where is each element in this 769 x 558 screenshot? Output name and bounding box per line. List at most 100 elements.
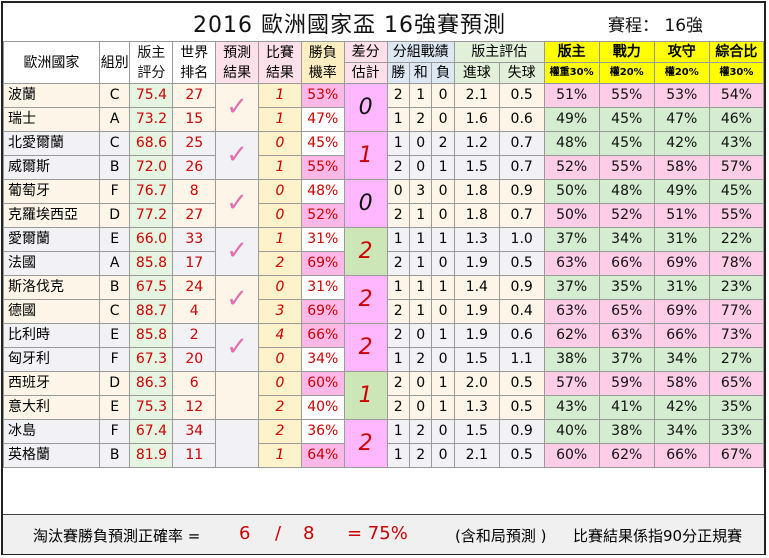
- probability-value: 66%: [300, 323, 345, 348]
- world-rank: 17: [172, 251, 217, 276]
- table-row: 匈牙利 F 67.3 20 0 34% 1 2 0 1.5 1.1 38% 37% 34% 27%: [3, 347, 765, 372]
- country-name: 葡萄牙: [3, 179, 100, 204]
- score-value: 86.3: [129, 371, 174, 396]
- pct-p3: 47%: [653, 107, 710, 132]
- group-letter: D: [98, 371, 131, 396]
- losses: 0: [431, 83, 455, 108]
- probability-value: 60%: [300, 371, 345, 396]
- goals-against: 1.0: [498, 227, 545, 252]
- weight-label: 權重30%: [549, 67, 594, 78]
- goals-against: 0.5: [498, 395, 545, 420]
- prediction-table: 歐洲國家 組別 版主評分 世界排名 預測結果 比賽結果 勝負機率 差分 分組戰績…: [3, 41, 765, 468]
- table-row: 波蘭 C 75.4 27 ✓ 1 53% 0 2 1 0 2.1 0.5 51% 55% 53% 54%: [3, 83, 765, 132]
- pct-p1: 57%: [543, 371, 600, 396]
- result-value: 1: [258, 83, 302, 108]
- table-row: 比利時 E 85.8 2 ✓ 4 66% 2 2 0 1 1.9 0.6 62% 63% 66% 73%: [3, 323, 765, 372]
- result-value: 2: [258, 251, 302, 276]
- goals-against: 0.7: [498, 203, 545, 228]
- losses: 1: [431, 323, 455, 348]
- world-rank: 26: [172, 155, 217, 180]
- score-value: 75.4: [129, 83, 174, 108]
- world-rank: 15: [172, 107, 217, 132]
- title-bar: 2016 歐洲國家盃 16強賽預測 賽程： 16強: [3, 3, 764, 42]
- score-value: 77.2: [129, 203, 174, 228]
- pct-p1: 37%: [543, 275, 600, 300]
- pct-p4: 27%: [708, 347, 765, 372]
- stage-label: 賽程： 16強: [608, 16, 704, 36]
- group-letter: C: [98, 83, 131, 108]
- probability-value: 48%: [300, 179, 345, 204]
- probability-value: 55%: [300, 155, 345, 180]
- draws: 2: [408, 107, 433, 132]
- goals-against: 0.5: [498, 443, 545, 468]
- losses: 0: [431, 251, 455, 276]
- goals-against: 0.6: [498, 323, 545, 348]
- group-letter: B: [98, 443, 131, 468]
- result-value: 0: [258, 371, 302, 396]
- table-row: 西班牙 D 86.3 6 0 60% 1 2 0 1 2.0 0.5 57% 59% 58% 65%: [3, 371, 765, 420]
- draws: 0: [408, 371, 433, 396]
- pct-p1: 50%: [543, 179, 600, 204]
- pct-p2: 45%: [598, 131, 655, 156]
- wins: 0: [386, 179, 410, 204]
- goals-for: 1.3: [453, 227, 500, 252]
- losses: 1: [431, 395, 455, 420]
- country-name: 比利時: [3, 323, 100, 348]
- header-goals-against: 失球: [498, 62, 545, 84]
- draws: 1: [408, 227, 433, 252]
- pct-p1: 63%: [543, 299, 600, 324]
- draws: 1: [408, 203, 433, 228]
- pct-p1: 49%: [543, 107, 600, 132]
- country-name: 冰島: [3, 419, 100, 444]
- pct-p4: 33%: [708, 419, 765, 444]
- wins: 1: [386, 347, 410, 372]
- draws: 2: [408, 443, 433, 468]
- pct-p4: 54%: [708, 83, 765, 108]
- pct-p1: 38%: [543, 347, 600, 372]
- header-wins: 勝: [386, 62, 410, 84]
- world-rank: 2: [172, 323, 217, 348]
- draws: 3: [408, 179, 433, 204]
- goals-for: 1.5: [453, 347, 500, 372]
- goals-against: 0.7: [498, 155, 545, 180]
- world-rank: 8: [172, 179, 217, 204]
- weight-label: 權30%: [719, 67, 754, 78]
- pct-p1: 62%: [543, 323, 600, 348]
- footer-note-draw: (含和局預測 ): [455, 527, 547, 545]
- diff-estimate: 1: [343, 371, 388, 420]
- pct-p4: 45%: [708, 179, 765, 204]
- country-name: 波蘭: [3, 83, 100, 108]
- goals-for: 1.5: [453, 419, 500, 444]
- group-letter: F: [98, 179, 131, 204]
- result-value: 2: [258, 395, 302, 420]
- losses: 0: [431, 179, 455, 204]
- pct-p2: 66%: [598, 251, 655, 276]
- wins: 2: [386, 299, 410, 324]
- header-p3-weight: 權20%: [653, 62, 710, 84]
- group-letter: C: [98, 299, 131, 324]
- diff-estimate: 2: [343, 227, 388, 276]
- goals-for: 1.8: [453, 203, 500, 228]
- prediction-check: ✓: [215, 179, 260, 228]
- table-row: 英格蘭 B 81.9 11 1 64% 1 2 0 2.1 0.5 60% 62% 66% 67%: [3, 443, 765, 468]
- losses: 1: [431, 227, 455, 252]
- wins: 1: [386, 419, 410, 444]
- header-p2-weight: 權20%: [598, 62, 655, 84]
- group-letter: B: [98, 275, 131, 300]
- pct-p4: 55%: [708, 203, 765, 228]
- header-group: 組別: [98, 41, 131, 84]
- wins: 2: [386, 251, 410, 276]
- header-goals-for: 進球: [453, 62, 500, 84]
- country-name: 德國: [3, 299, 100, 324]
- wins: 2: [386, 323, 410, 348]
- goals-for: 1.9: [453, 323, 500, 348]
- country-name: 意大利: [3, 395, 100, 420]
- probability-value: 40%: [300, 395, 345, 420]
- draws: 2: [408, 419, 433, 444]
- draws: 0: [408, 155, 433, 180]
- draws: 0: [408, 323, 433, 348]
- pct-p3: 53%: [653, 83, 710, 108]
- result-value: 0: [258, 131, 302, 156]
- goals-against: 0.5: [498, 83, 545, 108]
